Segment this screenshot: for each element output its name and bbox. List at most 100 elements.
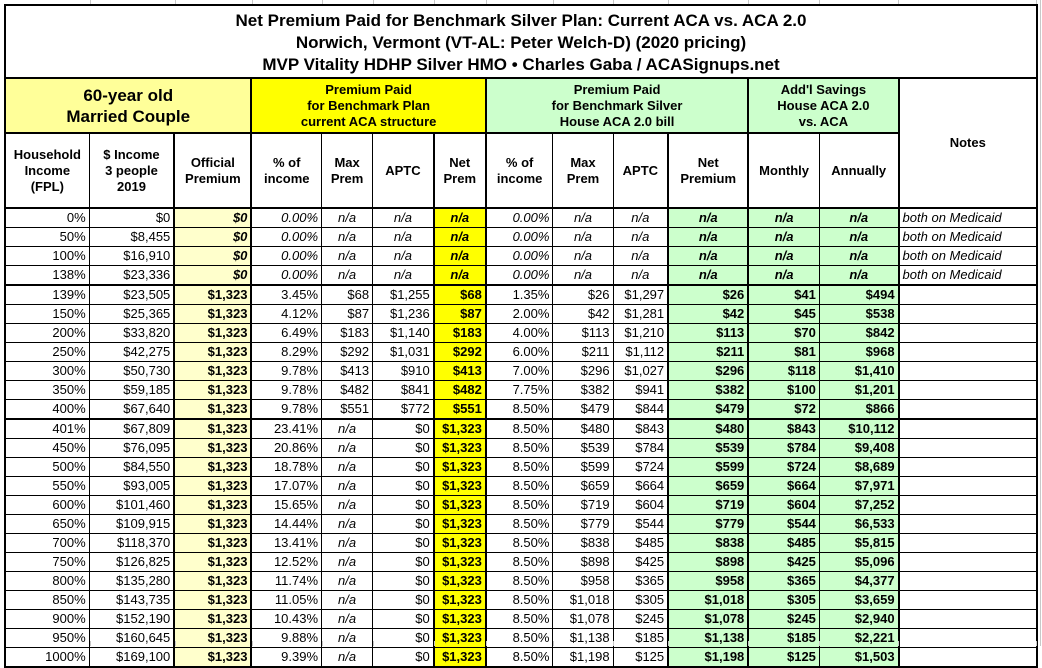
page-subtitle-location: Norwich, Vermont (VT-AL: Peter Welch-D) …	[295, 32, 747, 52]
cell-max-prem-aca: n/a	[321, 495, 374, 515]
cell-official-premium: $1,323	[173, 476, 253, 496]
gridline-right-edge	[1040, 0, 1041, 646]
cell-net-prem-aca: $1,323	[432, 533, 487, 553]
table-row: 500% $84,550 $1,323 18.78% n/a $0 $1,323 8.50% $…	[4, 457, 1038, 477]
cell-savings-monthly: $185	[747, 628, 820, 648]
cell-max-prem-aca2: n/a	[552, 207, 614, 228]
cell-net-prem-aca: $1,323	[432, 552, 487, 572]
table-row: 450% $76,095 $1,323 20.86% n/a $0 $1,323 8.50% $…	[4, 438, 1038, 458]
gridline-tick	[898, 0, 899, 4]
cell-savings-annually: n/a	[818, 246, 900, 266]
column-header-notes: Notes	[897, 77, 1038, 209]
cell-aptc-aca: $0	[372, 418, 435, 439]
gridline-tick	[322, 0, 323, 4]
cell-aptc-aca: n/a	[372, 207, 435, 228]
cell-net-premium-aca2: $958	[667, 571, 750, 591]
cell-pct-of-income-aca: 6.49%	[250, 323, 323, 343]
cell-notes	[898, 361, 1038, 381]
cell-max-prem-aca: n/a	[321, 265, 374, 286]
cell-net-premium-aca2: $1,018	[667, 590, 750, 610]
gridline-tick	[175, 641, 176, 646]
cell-savings-monthly: $544	[747, 514, 820, 534]
cell-savings-monthly: $125	[747, 647, 820, 668]
cell-household-income-fpl: 1000%	[4, 647, 90, 668]
cell-pct-of-income-aca: 0.00%	[250, 227, 323, 247]
cell-notes	[898, 438, 1038, 458]
cell-max-prem-aca: n/a	[321, 628, 374, 648]
cell-max-prem-aca: $482	[321, 380, 374, 400]
group-header-aca2: Premium Paid for Benchmark Silver House …	[484, 77, 749, 134]
cell-savings-annually: $866	[818, 399, 900, 420]
table-row: 850% $143,735 $1,323 11.05% n/a $0 $1,323 8.50%…	[4, 590, 1038, 610]
cell-notes	[898, 476, 1038, 496]
cell-savings-monthly: $784	[747, 438, 820, 458]
cell-savings-annually: $2,940	[818, 609, 900, 629]
cell-notes	[898, 323, 1038, 343]
cell-official-premium: $1,323	[173, 399, 253, 420]
cell-max-prem-aca: $68	[321, 284, 374, 305]
cell-household-income-fpl: 700%	[4, 533, 90, 553]
cell-net-prem-aca: $413	[432, 361, 487, 381]
cell-official-premium: $1,323	[173, 380, 253, 400]
cell-aptc-aca: $0	[372, 609, 435, 629]
cell-household-income-fpl: 600%	[4, 495, 90, 515]
cell-savings-monthly: $81	[747, 342, 820, 362]
cell-savings-annually: $1,503	[818, 647, 900, 668]
cell-notes	[898, 495, 1038, 515]
cell-pct-of-income-aca2: 0.00%	[485, 265, 554, 286]
cell-max-prem-aca2: n/a	[552, 265, 614, 286]
cell-net-premium-aca2: n/a	[667, 265, 750, 286]
gridline-tick	[90, 0, 91, 4]
cell-pct-of-income-aca2: 0.00%	[485, 227, 554, 247]
cell-net-premium-aca2: $479	[667, 399, 750, 420]
cell-notes	[898, 533, 1038, 553]
cell-notes	[898, 647, 1038, 668]
gridline-tick	[373, 641, 374, 646]
cell-pct-of-income-aca: 4.12%	[250, 304, 323, 324]
cell-net-premium-aca2: $26	[667, 284, 750, 305]
cell-income-3-people-2019: $23,336	[88, 265, 175, 286]
cell-pct-of-income-aca: 9.78%	[250, 399, 323, 420]
cell-pct-of-income-aca: 11.74%	[250, 571, 323, 591]
column-header-pct-of-income-aca2: % of income	[485, 132, 554, 209]
cell-pct-of-income-aca2: 8.50%	[485, 495, 554, 515]
table-row: 139% $23,505 $1,323 3.45% $68 $1,255 $68 1.35% $…	[4, 284, 1038, 305]
cell-aptc-aca2: $784	[612, 438, 669, 458]
cell-aptc-aca2: $485	[612, 533, 669, 553]
group-header-row: 60-year old Married Couple Premium Paid …	[4, 77, 1038, 209]
cell-notes	[898, 342, 1038, 362]
column-header-max-prem-aca: Max Prem	[321, 132, 374, 209]
cell-savings-annually: $8,689	[818, 457, 900, 477]
cell-aptc-aca: n/a	[372, 227, 435, 247]
cell-max-prem-aca2: $113	[552, 323, 614, 343]
cell-pct-of-income-aca2: 2.00%	[485, 304, 554, 324]
cell-max-prem-aca2: $838	[552, 533, 614, 553]
column-header-income-3-people-2019: $ Income 3 people 2019	[88, 132, 175, 209]
gridline-tick	[434, 641, 435, 646]
cell-income-3-people-2019: $109,915	[88, 514, 175, 534]
cell-net-prem-aca: $1,323	[432, 495, 487, 515]
cell-savings-monthly: $100	[747, 380, 820, 400]
gridline-tick	[553, 0, 554, 4]
cell-net-prem-aca: n/a	[432, 265, 487, 286]
cell-max-prem-aca: n/a	[321, 533, 374, 553]
cell-notes: both on Medicaid	[898, 265, 1038, 286]
cell-official-premium: $1,323	[173, 284, 253, 305]
cell-aptc-aca: $0	[372, 457, 435, 477]
cell-aptc-aca2: $1,210	[612, 323, 669, 343]
cell-savings-annually: n/a	[818, 227, 900, 247]
cell-notes	[898, 571, 1038, 591]
cell-income-3-people-2019: $93,005	[88, 476, 175, 496]
cell-notes	[898, 552, 1038, 572]
cell-notes: both on Medicaid	[898, 207, 1038, 228]
cell-net-prem-aca: $1,323	[432, 514, 487, 534]
cell-household-income-fpl: 400%	[4, 399, 90, 420]
cell-savings-monthly: $72	[747, 399, 820, 420]
cell-savings-annually: $5,815	[818, 533, 900, 553]
cell-aptc-aca: $0	[372, 628, 435, 648]
cell-aptc-aca2: $365	[612, 571, 669, 591]
cell-max-prem-aca2: $599	[552, 457, 614, 477]
cell-aptc-aca: $0	[372, 476, 435, 496]
column-header-row: Household Income (FPL) $ Income 3 people…	[4, 132, 1037, 209]
cell-pct-of-income-aca2: 8.50%	[485, 571, 554, 591]
